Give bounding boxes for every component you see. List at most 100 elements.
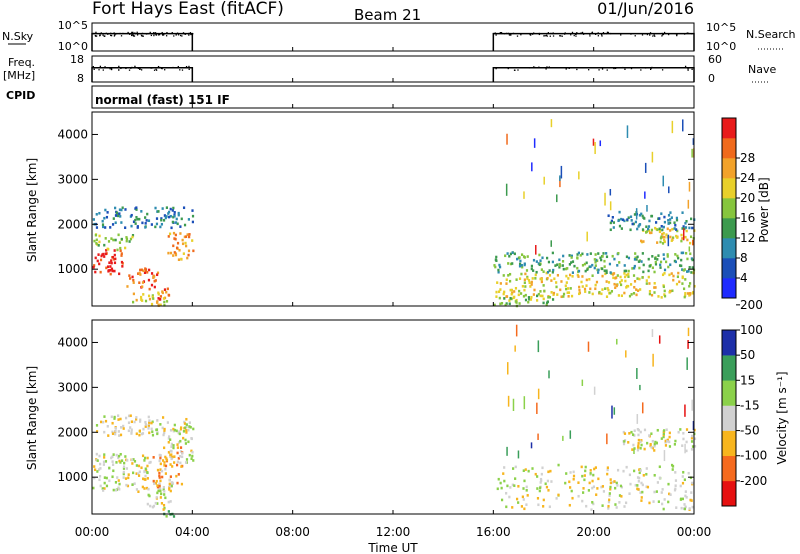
- heatmap-cell: [687, 327, 690, 337]
- heatmap-cell: [173, 214, 176, 218]
- trace-point: [538, 33, 541, 36]
- heatmap-cell: [690, 217, 693, 221]
- trace-point: [153, 33, 155, 35]
- heatmap-cell: [511, 483, 514, 487]
- heatmap-cell: [154, 279, 157, 282]
- heatmap-cell: [691, 399, 693, 411]
- heatmap-cell: [627, 256, 631, 260]
- heatmap-cell: [511, 262, 514, 265]
- heatmap-cell: [609, 201, 612, 211]
- heatmap-cell: [561, 264, 564, 267]
- heatmap-cell: [539, 477, 543, 481]
- heatmap-cell: [132, 300, 135, 304]
- heatmap-cell: [102, 489, 105, 492]
- heatmap-cell: [663, 450, 666, 462]
- heatmap-cell: [671, 289, 674, 293]
- heatmap-cell: [672, 236, 675, 240]
- heatmap-cell: [634, 256, 637, 260]
- trace-point: [509, 34, 512, 36]
- heatmap-cell: [629, 215, 633, 219]
- heatmap-cell: [175, 246, 179, 250]
- heatmap-cell: [509, 288, 512, 292]
- colorbar-tick-label: 15: [740, 373, 755, 387]
- heatmap-cell: [172, 515, 176, 518]
- trace-point: [153, 34, 155, 37]
- trace-point: [605, 32, 608, 35]
- heatmap-cell: [660, 235, 663, 239]
- trace-point: [153, 69, 156, 71]
- heatmap-cell: [94, 270, 97, 274]
- heatmap-cell: [92, 218, 95, 221]
- heatmap-cell: [111, 430, 114, 434]
- heatmap-cell: [170, 457, 173, 461]
- heatmap-cell: [186, 256, 189, 260]
- heatmap-cell: [677, 430, 680, 434]
- heatmap-cell: [168, 215, 171, 219]
- heatmap-cell: [525, 269, 529, 272]
- heatmap-cell: [150, 302, 154, 306]
- heatmap-cell: [158, 459, 161, 463]
- trace-point: [576, 68, 578, 71]
- heatmap-cell: [658, 465, 661, 469]
- heatmap-cell: [140, 210, 143, 213]
- heatmap-cell: [523, 263, 526, 267]
- heatmap-cell: [119, 417, 122, 421]
- heatmap-cell: [135, 488, 139, 491]
- heatmap-cell: [506, 362, 509, 375]
- colorbar-segment: [722, 355, 736, 381]
- heatmap-cell: [674, 439, 677, 443]
- heatmap-cell: [532, 269, 535, 272]
- heatmap-cell: [627, 441, 630, 444]
- heatmap-cell: [636, 289, 640, 292]
- heatmap-cell: [177, 441, 181, 444]
- heatmap-cell: [139, 418, 142, 422]
- trace-point: [115, 33, 117, 35]
- heatmap-cell: [670, 216, 673, 219]
- heatmap-cell: [562, 295, 565, 298]
- heatmap-cell: [133, 460, 137, 463]
- heatmap-cell: [633, 264, 636, 268]
- heatmap-cell: [92, 265, 95, 269]
- heatmap-cell: [611, 254, 614, 258]
- trace-point: [649, 32, 652, 34]
- trace-point: [687, 68, 689, 70]
- trace-line: [91, 66, 194, 82]
- heatmap-cell: [163, 427, 166, 431]
- heatmap-cell: [678, 280, 681, 284]
- heatmap-cell: [577, 481, 580, 484]
- heatmap-cell: [170, 226, 173, 230]
- heatmap-cell: [668, 290, 671, 294]
- heatmap-cell: [147, 427, 150, 430]
- heatmap-cell: [115, 453, 118, 457]
- heatmap-cell: [663, 215, 666, 219]
- heatmap-cell: [152, 456, 155, 459]
- heatmap-cell: [184, 426, 187, 430]
- heatmap-cell: [650, 214, 653, 218]
- heatmap-cell: [514, 465, 517, 469]
- heatmap-cell: [542, 505, 545, 508]
- heatmap-cell: [640, 443, 643, 447]
- heatmap-cell: [184, 235, 188, 238]
- heatmap-cell: [160, 501, 164, 505]
- heatmap-cell: [576, 256, 579, 260]
- heatmap-cell: [691, 481, 694, 485]
- heatmap-cell: [633, 469, 636, 473]
- heatmap-cell: [500, 301, 504, 305]
- heatmap-cell: [639, 446, 642, 450]
- heatmap-cell: [568, 263, 571, 266]
- heatmap-cell: [623, 505, 626, 508]
- heatmap-cell: [538, 253, 541, 257]
- nave-label: Nave: [748, 63, 776, 76]
- heatmap-cell: [682, 431, 685, 435]
- heatmap-cell: [605, 280, 608, 283]
- nsky-tick-top: 10^5: [58, 19, 88, 32]
- heatmap-cell: [653, 449, 656, 452]
- heatmap-cell: [641, 402, 644, 414]
- heatmap-cell: [119, 433, 123, 437]
- trace-point: [175, 34, 177, 36]
- heatmap-cell: [497, 268, 500, 272]
- heatmap-cell: [110, 456, 113, 460]
- trace-point: [99, 66, 101, 69]
- heatmap-cell: [560, 280, 563, 283]
- heatmap-cell: [518, 256, 521, 259]
